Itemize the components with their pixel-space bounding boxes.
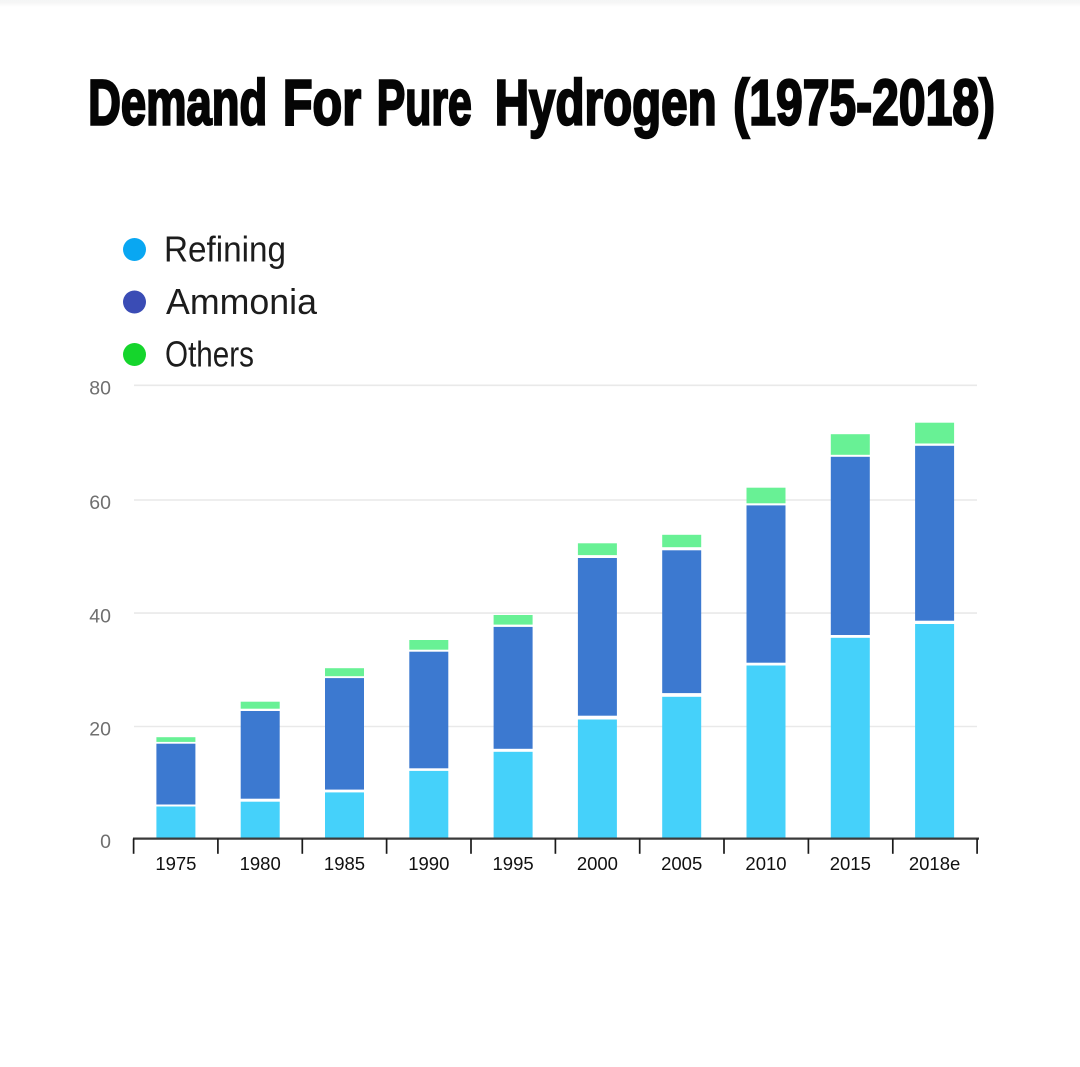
svg-text:2015: 2015 xyxy=(830,853,871,874)
svg-text:60: 60 xyxy=(89,492,111,514)
svg-text:2000: 2000 xyxy=(577,853,618,874)
svg-text:0: 0 xyxy=(100,831,111,853)
svg-text:2005: 2005 xyxy=(661,853,702,874)
svg-text:1995: 1995 xyxy=(493,853,534,874)
svg-text:Others: Others xyxy=(165,333,254,374)
svg-text:Hydrogen: Hydrogen xyxy=(495,67,717,139)
svg-text:For: For xyxy=(283,67,361,139)
svg-text:1975: 1975 xyxy=(155,853,196,874)
svg-text:1990: 1990 xyxy=(408,853,449,874)
svg-text:Pure: Pure xyxy=(377,67,472,139)
svg-text:2010: 2010 xyxy=(745,853,786,874)
svg-text:2018e: 2018e xyxy=(909,853,960,874)
svg-text:80: 80 xyxy=(89,378,111,400)
svg-text:Ammonia: Ammonia xyxy=(166,281,318,322)
svg-text:1985: 1985 xyxy=(324,853,365,874)
svg-text:20: 20 xyxy=(89,719,111,741)
svg-text:40: 40 xyxy=(89,605,111,627)
svg-text:Refining: Refining xyxy=(164,229,286,270)
svg-text:(1975-2018): (1975-2018) xyxy=(733,67,995,139)
svg-text:Demand: Demand xyxy=(88,67,267,139)
svg-text:1980: 1980 xyxy=(240,853,281,874)
